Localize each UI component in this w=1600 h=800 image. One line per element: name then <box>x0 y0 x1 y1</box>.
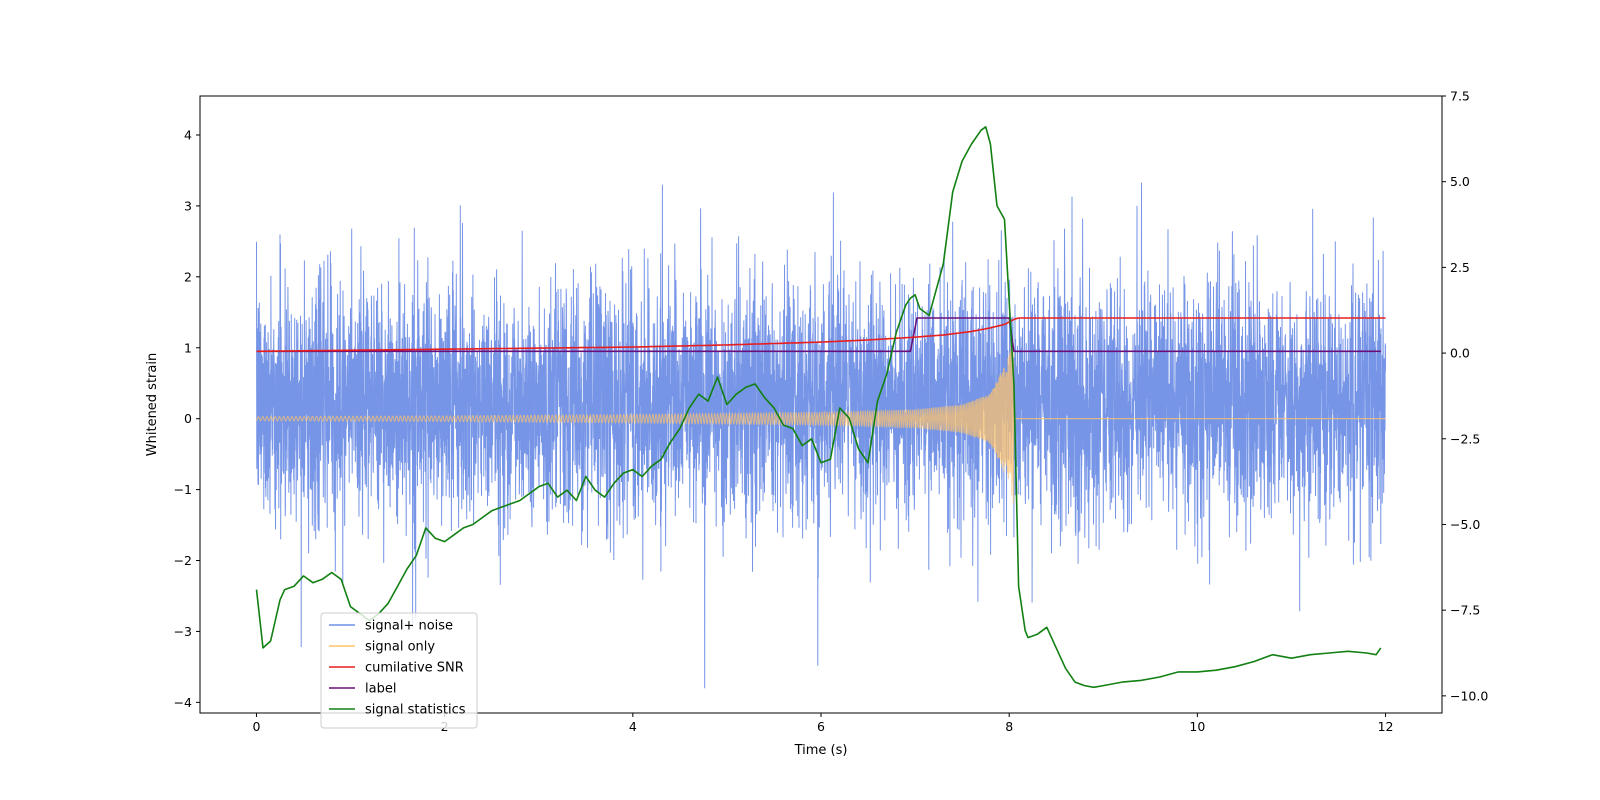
legend-label: cumilative SNR <box>365 661 464 676</box>
y2-tick-label: 5.0 <box>1450 174 1470 189</box>
y2-tick-label: 0.0 <box>1450 346 1470 361</box>
series-signal-statistics-line <box>255 126 1382 689</box>
y-axis-title: Whitened strain <box>145 353 160 456</box>
y2-tick-label: −5.0 <box>1450 517 1480 532</box>
y-tick-label: 0 <box>184 411 192 426</box>
x-tick-label: 8 <box>1005 719 1013 734</box>
legend-label: signal statistics <box>365 703 466 718</box>
axis-layer: 024681012−4−3−2−101234−10.0−7.5−5.0−2.50… <box>174 89 1489 735</box>
y-tick-label: −4 <box>174 695 192 710</box>
y-tick-label: 2 <box>184 269 192 284</box>
x-tick-label: 12 <box>1378 719 1394 734</box>
y-tick-label: −1 <box>174 482 192 497</box>
series-signal-noise-line <box>256 182 1386 689</box>
x-tick-label: 4 <box>629 719 637 734</box>
series-signal-only-line <box>256 340 1015 504</box>
y2-tick-label: −10.0 <box>1450 688 1488 703</box>
y-tick-label: −2 <box>174 553 192 568</box>
series-label-line <box>256 317 1381 353</box>
y-tick-label: 4 <box>184 128 192 143</box>
x-tick-label: 0 <box>252 719 260 734</box>
x-tick-label: 6 <box>817 719 825 734</box>
legend-label: label <box>365 682 396 697</box>
data-layer <box>255 126 1386 689</box>
legend-label: signal only <box>365 640 435 655</box>
y2-tick-label: 2.5 <box>1450 260 1470 275</box>
y2-tick-label: −2.5 <box>1450 431 1480 446</box>
legend: signal+ noise signal only cumilative SNR la… <box>320 612 478 729</box>
x-tick-label: 10 <box>1189 719 1205 734</box>
y-tick-label: −3 <box>174 624 192 639</box>
y-tick-label: 3 <box>184 198 192 213</box>
y2-tick-label: 7.5 <box>1450 89 1470 104</box>
y-tick-label: 1 <box>184 340 192 355</box>
y2-tick-label: −7.5 <box>1450 603 1480 618</box>
x-axis-title: Time (s) <box>794 743 848 758</box>
legend-box <box>320 612 478 729</box>
series-cumilative-snr-line <box>256 317 1386 353</box>
legend-label: signal+ noise <box>365 619 453 634</box>
